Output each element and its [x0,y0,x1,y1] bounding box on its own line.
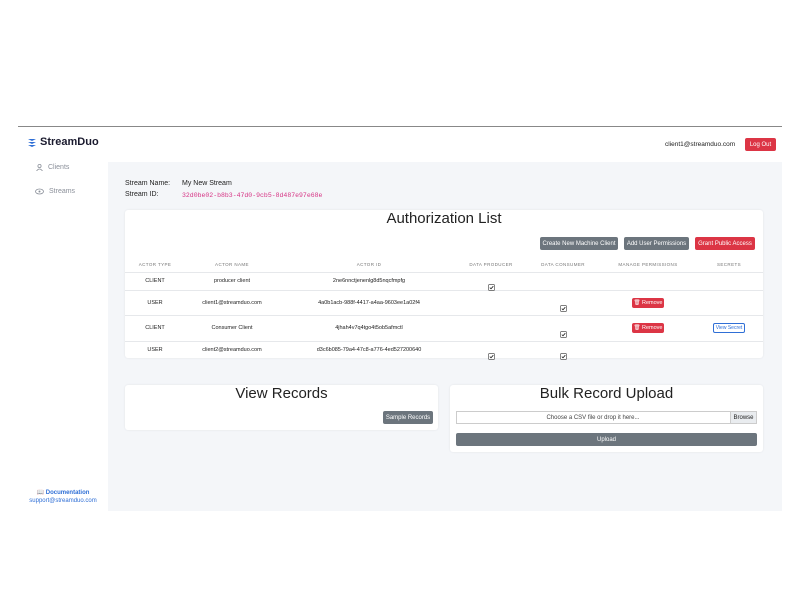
nav-label: Clients [48,164,70,171]
column-header: DATA PRODUCER [469,262,513,267]
sample-records-button[interactable]: Sample Records [383,411,433,424]
action-button[interactable]: Grant Public Access [695,237,755,250]
action-button[interactable]: Add User Permissions [624,237,689,250]
column-header: ACTOR TYPE [138,262,172,267]
checkbox-icon [559,352,567,360]
actor-id: d3c6b085-79a4-47c8-a776-4ed527200640 [316,347,422,353]
actor-name: Consumer Client [211,325,253,331]
brand: StreamDuo [27,136,99,148]
actor-type: CLIENT [145,278,165,284]
remove-button[interactable]: 🗑 Remove [632,323,664,333]
column-header: MANAGE PERMISSIONS [618,262,678,267]
column-header: ACTOR ID [356,262,382,267]
brand-icon [28,138,36,147]
actor-name: client1@streamduo.com [202,299,262,306]
view-secret-button[interactable]: View Secret [713,323,745,333]
stream-name-label: Stream Name: [125,180,171,187]
row-divider [125,290,763,291]
actor-type: USER [147,299,163,306]
stream-id-label: Stream ID: [125,191,159,198]
logout-button[interactable]: Log Out [745,138,776,151]
remove-label: Remove [642,299,663,306]
file-placeholder: Choose a CSV file or drop it here... [546,414,640,421]
browse-button[interactable]: Browse [730,411,757,424]
header [108,127,782,162]
nav-item[interactable]: Clients [36,164,69,171]
doc-label: Documentation [45,490,90,496]
trash-icon: 🗑 [633,299,643,306]
row-divider [125,341,763,342]
actor-id: 4a0b1acb-988f-4417-a4aa-9603ee1a02f4 [318,299,420,306]
row-divider [125,272,763,273]
action-button[interactable]: Create New Machine Client [540,237,618,250]
doc-icon: 📖 [36,490,46,496]
user-email: client1@streamduo.com [665,141,736,148]
checkbox-icon [487,283,495,291]
actor-id: 4jhah4v7q4tgo4t5ob5afmctl [335,325,403,331]
checkbox [559,299,567,312]
nav-icon [36,164,43,171]
upload-title: Bulk Record Upload [539,385,674,402]
records-title: View Records [235,385,328,402]
checkbox-icon [559,305,567,312]
nav-label: Streams [49,188,76,195]
checkbox-icon [487,352,495,360]
column-header: DATA CONSUMER [541,262,585,267]
stream-name: My New Stream [182,180,232,187]
nav-icon [35,188,44,195]
support-link[interactable]: support@streamduo.com [29,498,97,504]
sidebar [18,127,108,511]
checkbox [559,347,567,360]
authorization-title: Authorization List [386,210,502,227]
upload-button[interactable]: Upload [456,433,757,446]
checkbox [487,347,495,360]
brand-name: StreamDuo [40,136,99,148]
actor-type: CLIENT [145,325,165,331]
authorization-card [125,210,763,358]
divider [18,126,782,127]
actor-id: 2ne6nnctjenenlg8d5nqcfmpfg [332,278,406,284]
checkbox [559,325,567,338]
row-divider [125,315,763,316]
actor-name: client2@streamduo.com [202,347,262,353]
actor-name: producer client [213,278,251,284]
nav-item[interactable]: Streams [35,188,75,195]
stream-id: 32d0be02-b8b3-47d0-9cb5-8d487e97e68e [182,192,323,199]
column-header: ACTOR NAME [215,262,249,267]
checkbox [487,278,495,291]
checkbox-icon [559,330,567,338]
remove-button[interactable]: 🗑 Remove [632,297,664,308]
documentation-link[interactable]: 📖 Documentation [18,489,108,496]
actor-type: USER [147,347,163,353]
column-header: SECRETS [716,262,742,267]
remove-label: Remove [642,325,663,331]
trash-icon: 🗑 [633,325,643,331]
